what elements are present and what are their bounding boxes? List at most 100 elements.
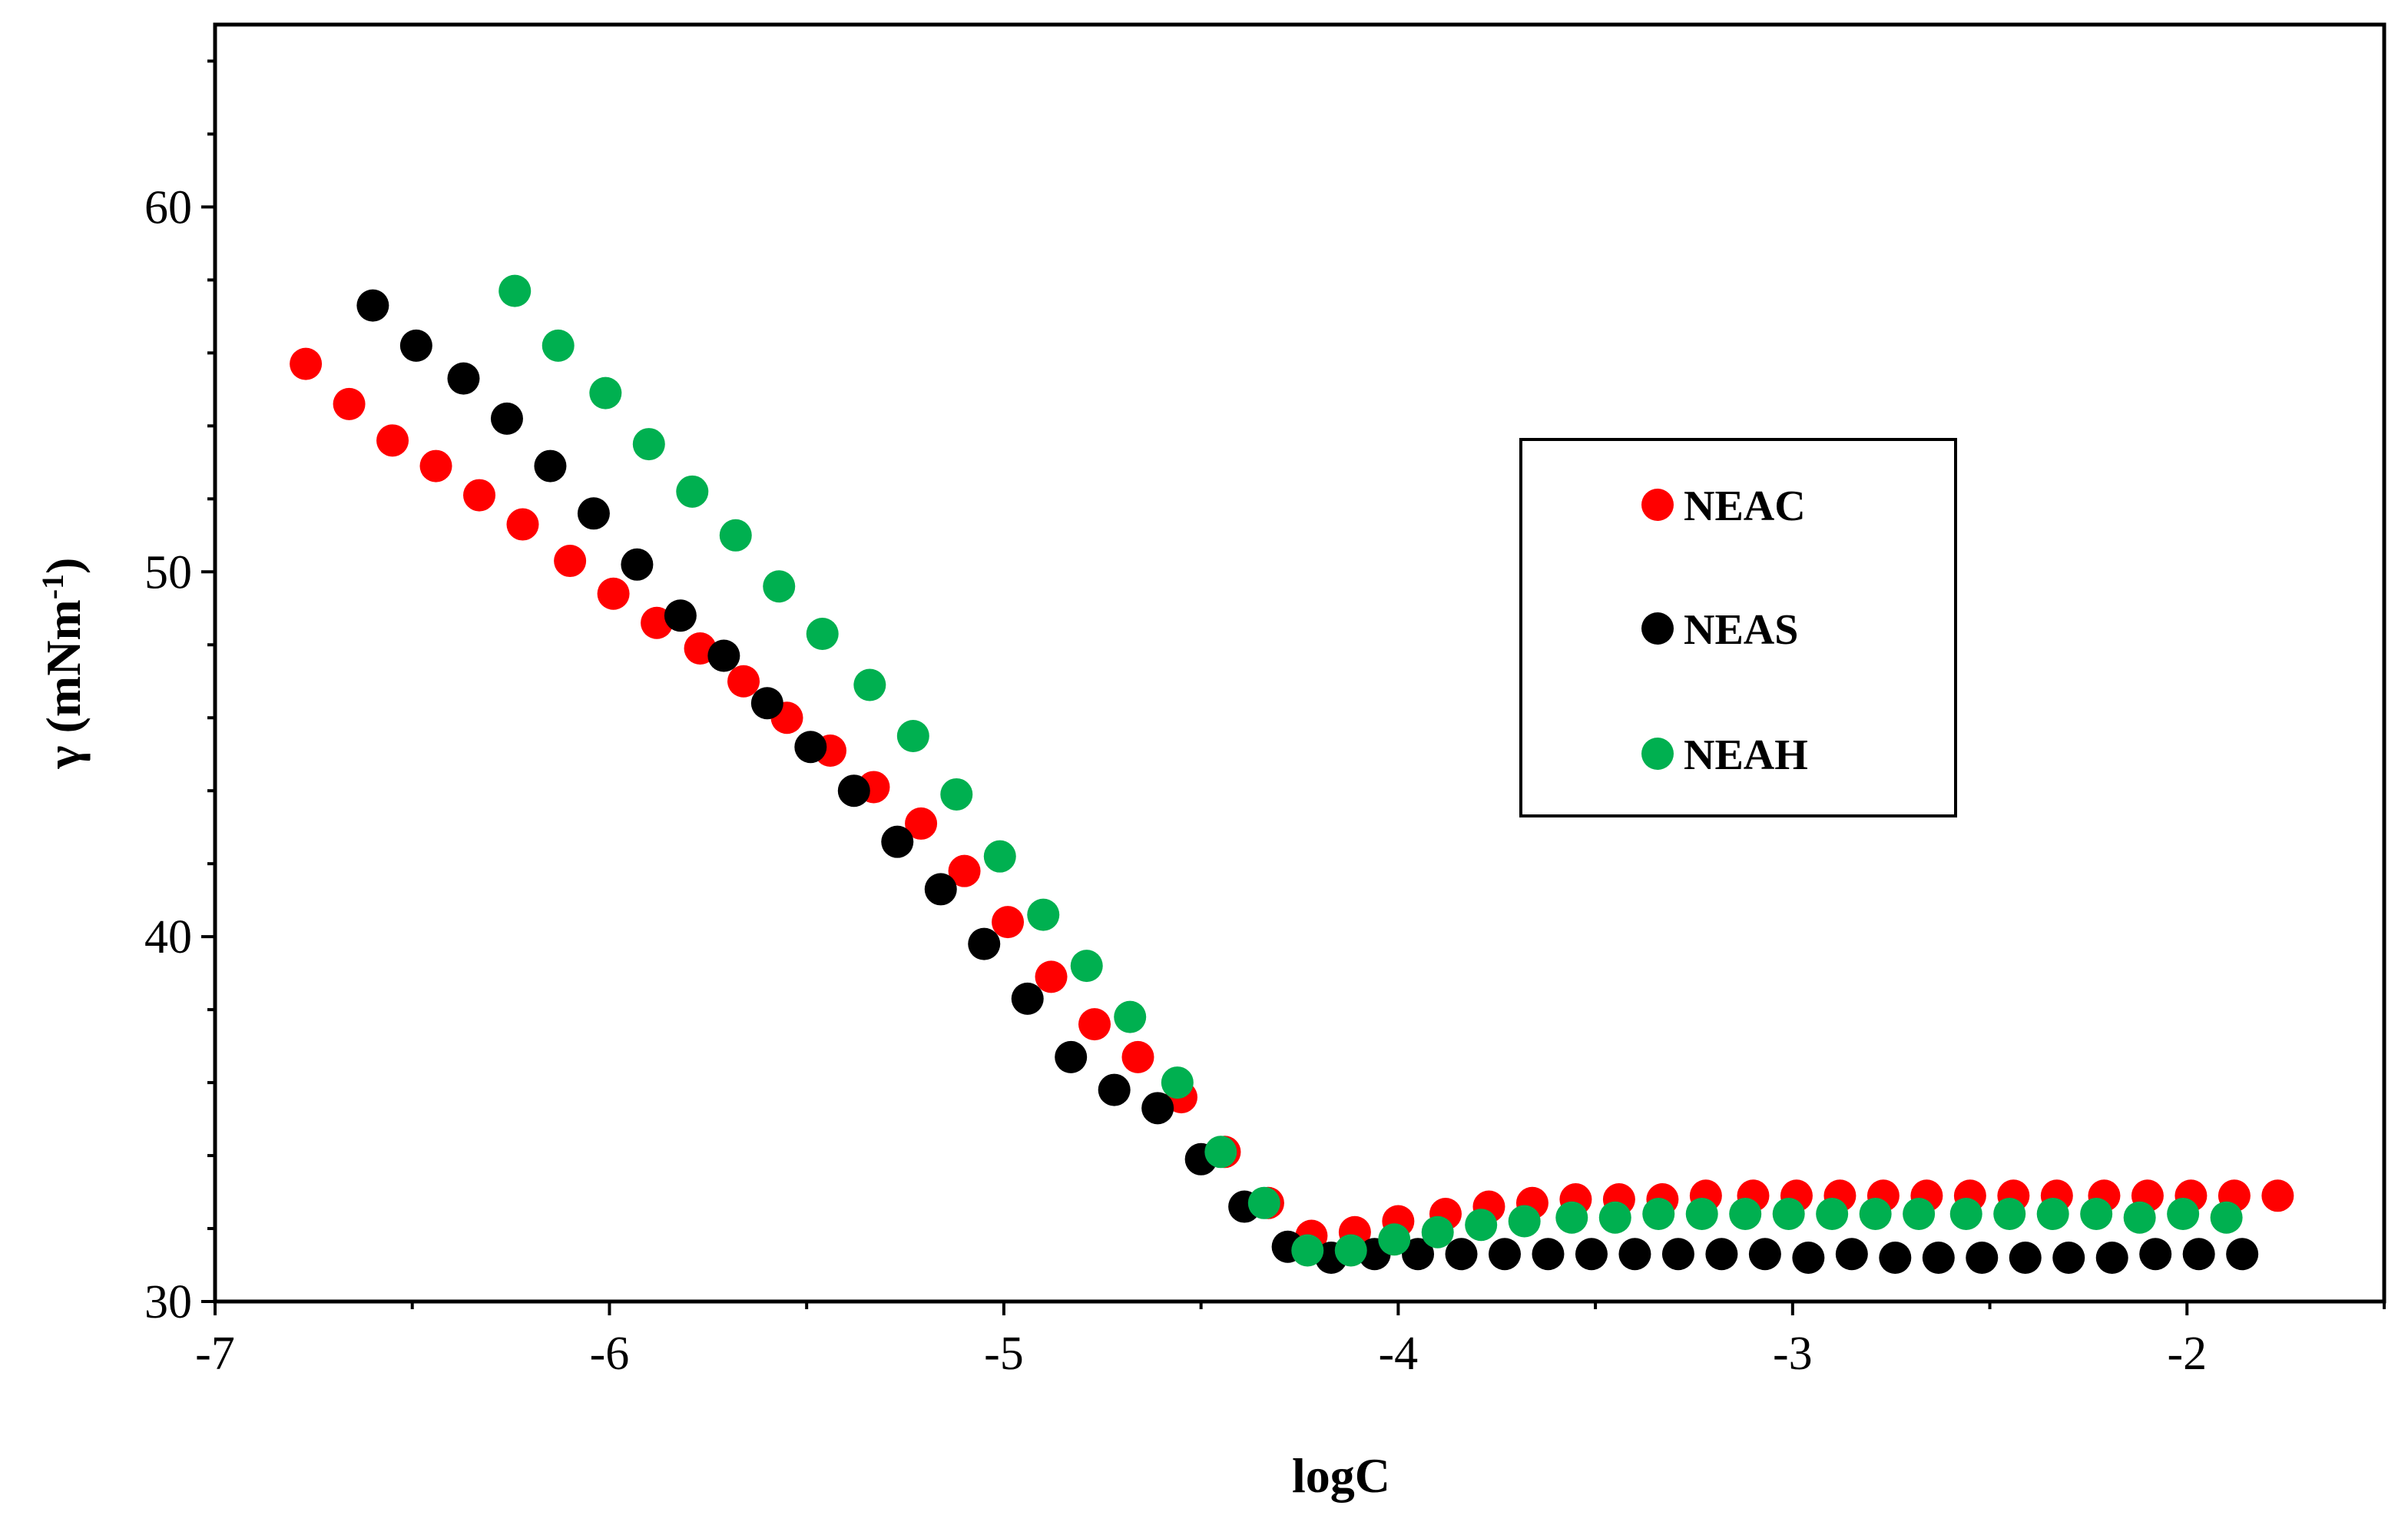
legend: NEAC NEAS NEAH (1519, 438, 1957, 817)
y-axis-title-sup: -1 (35, 574, 70, 599)
data-point-neas (2052, 1242, 2085, 1275)
data-point-neas (2226, 1238, 2259, 1271)
data-point-neah (1729, 1198, 1762, 1231)
data-point-neah (1465, 1209, 1498, 1242)
y-tick-label: 50 (144, 546, 192, 599)
data-point-neas (1879, 1242, 1912, 1275)
data-point-neah (1378, 1223, 1411, 1256)
y-axis-title: γ (mNm-1) (35, 558, 91, 770)
data-point-neas (1966, 1242, 1999, 1275)
data-point-neah (2123, 1201, 2156, 1234)
data-point-neas (1055, 1040, 1088, 1073)
data-point-neas (490, 402, 523, 435)
y-axis-title-main: γ (mNm (36, 599, 91, 769)
data-point-neas (356, 289, 389, 322)
data-point-neas (1618, 1238, 1651, 1271)
legend-marker-neas (1641, 612, 1674, 645)
data-point-neas (1011, 982, 1044, 1015)
data-point-neac (554, 545, 587, 578)
x-axis-title: logC (1292, 1448, 1390, 1503)
data-point-neas (2139, 1238, 2172, 1271)
data-point-neac (727, 665, 760, 698)
data-point-neac (506, 508, 539, 541)
data-point-neah (1993, 1198, 2026, 1231)
legend-box (1519, 438, 1957, 817)
series-neas (356, 289, 2259, 1275)
data-point-neah (1685, 1198, 1718, 1231)
data-point-neas (1835, 1238, 1868, 1271)
data-point-neah (1903, 1198, 1936, 1231)
data-point-neac (376, 424, 409, 457)
data-point-neac (905, 807, 938, 840)
data-point-neah (1027, 898, 1060, 931)
data-point-neah (542, 329, 575, 362)
data-point-neah (1555, 1201, 1588, 1234)
legend-label-neah: NEAH (1684, 731, 1808, 779)
data-point-neas (1792, 1242, 1825, 1275)
data-point-neas (2009, 1242, 2042, 1275)
data-point-neas (534, 449, 567, 482)
data-point-neah (1421, 1215, 1454, 1248)
data-point-neas (1748, 1238, 1781, 1271)
x-tick-label: -6 (590, 1328, 630, 1380)
data-point-neas (968, 927, 1001, 960)
data-point-neah (1772, 1198, 1805, 1231)
data-point-neas (1488, 1238, 1521, 1271)
data-point-neah (498, 274, 532, 307)
data-point-neah (1334, 1234, 1367, 1267)
x-tick-label: -3 (1773, 1328, 1813, 1380)
data-point-neas (2182, 1238, 2215, 1271)
data-point-neah (2167, 1198, 2200, 1231)
x-tick-label: -2 (2167, 1328, 2207, 1380)
data-point-neas (881, 825, 914, 858)
data-point-neah (2080, 1198, 2113, 1231)
data-point-neac (597, 577, 630, 610)
data-point-neas (1098, 1073, 1131, 1106)
data-point-neas (621, 548, 654, 581)
data-point-neah (763, 570, 796, 603)
data-point-neas (750, 687, 783, 720)
legend-label-neac: NEAC (1684, 482, 1806, 530)
series-layer (290, 274, 2294, 1275)
data-point-neac (1035, 960, 1068, 993)
data-point-neas (924, 873, 957, 906)
data-point-neah (676, 475, 709, 508)
data-point-neac (992, 906, 1025, 939)
data-point-neah (1859, 1198, 1892, 1231)
data-point-neas (664, 599, 697, 632)
data-point-neas (399, 329, 432, 362)
data-point-neac (948, 854, 981, 887)
data-point-neah (1070, 950, 1103, 983)
data-point-neah (1816, 1198, 1849, 1231)
data-point-neah (1642, 1198, 1675, 1231)
legend-marker-neah (1641, 738, 1674, 770)
data-point-neas (447, 362, 480, 395)
y-tick-label: 30 (144, 1276, 192, 1328)
x-tick-label: -7 (195, 1328, 235, 1380)
y-axis: 30 40 50 60 (144, 59, 215, 1328)
data-point-neah (1949, 1198, 1982, 1231)
plot-frame (213, 22, 2386, 1304)
data-point-neac (333, 387, 366, 420)
data-point-neah (719, 519, 752, 552)
data-point-neah (1598, 1201, 1631, 1234)
data-point-neas (1532, 1238, 1565, 1271)
data-point-neah (806, 618, 839, 651)
data-point-neah (1247, 1186, 1280, 1219)
data-point-neac (2261, 1179, 2294, 1212)
data-point-neah (1114, 1000, 1147, 1033)
data-point-neah (2210, 1201, 2243, 1234)
data-point-neac (290, 347, 323, 380)
data-point-neas (1705, 1238, 1738, 1271)
data-point-neah (1291, 1234, 1324, 1267)
y-axis-title-close: ) (36, 558, 91, 574)
data-point-neas (1922, 1242, 1955, 1275)
data-point-neac (419, 449, 452, 482)
y-tick-label: 40 (144, 911, 192, 963)
data-point-neah (2036, 1198, 2069, 1231)
x-axis: -7 -6 -5 -4 -3 -2 (195, 1302, 2386, 1380)
data-point-neac (1078, 1008, 1111, 1041)
data-point-neas (707, 639, 740, 672)
series-neac (290, 347, 2294, 1252)
